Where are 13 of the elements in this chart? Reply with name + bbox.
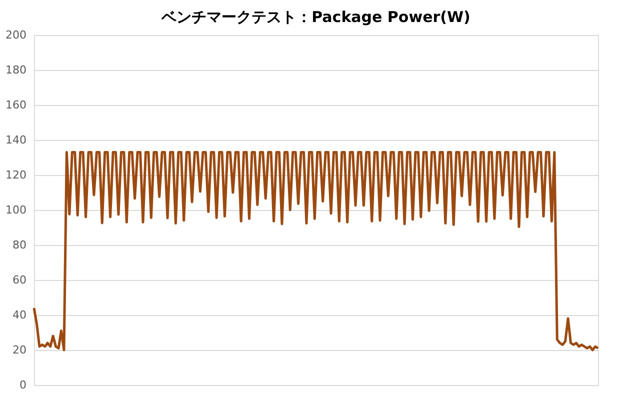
y-tick-label: 80 [12,238,26,252]
y-tick-label: 100 [6,204,26,216]
chart-title: ベンチマークテスト：Package Power(W) [160,8,470,26]
y-tick-label: 200 [6,28,26,42]
y-tick-label: 40 [12,308,26,322]
y-tick-label: 20 [12,344,26,356]
y-tick-label: 140 [6,134,26,146]
y-tick-label: 0 [20,378,26,392]
y-tick-label: 180 [6,64,26,76]
y-tick-label: 160 [6,98,26,112]
y-tick-label: 60 [12,274,26,286]
line-series [32,151,600,352]
y-tick-label: 120 [6,168,26,182]
